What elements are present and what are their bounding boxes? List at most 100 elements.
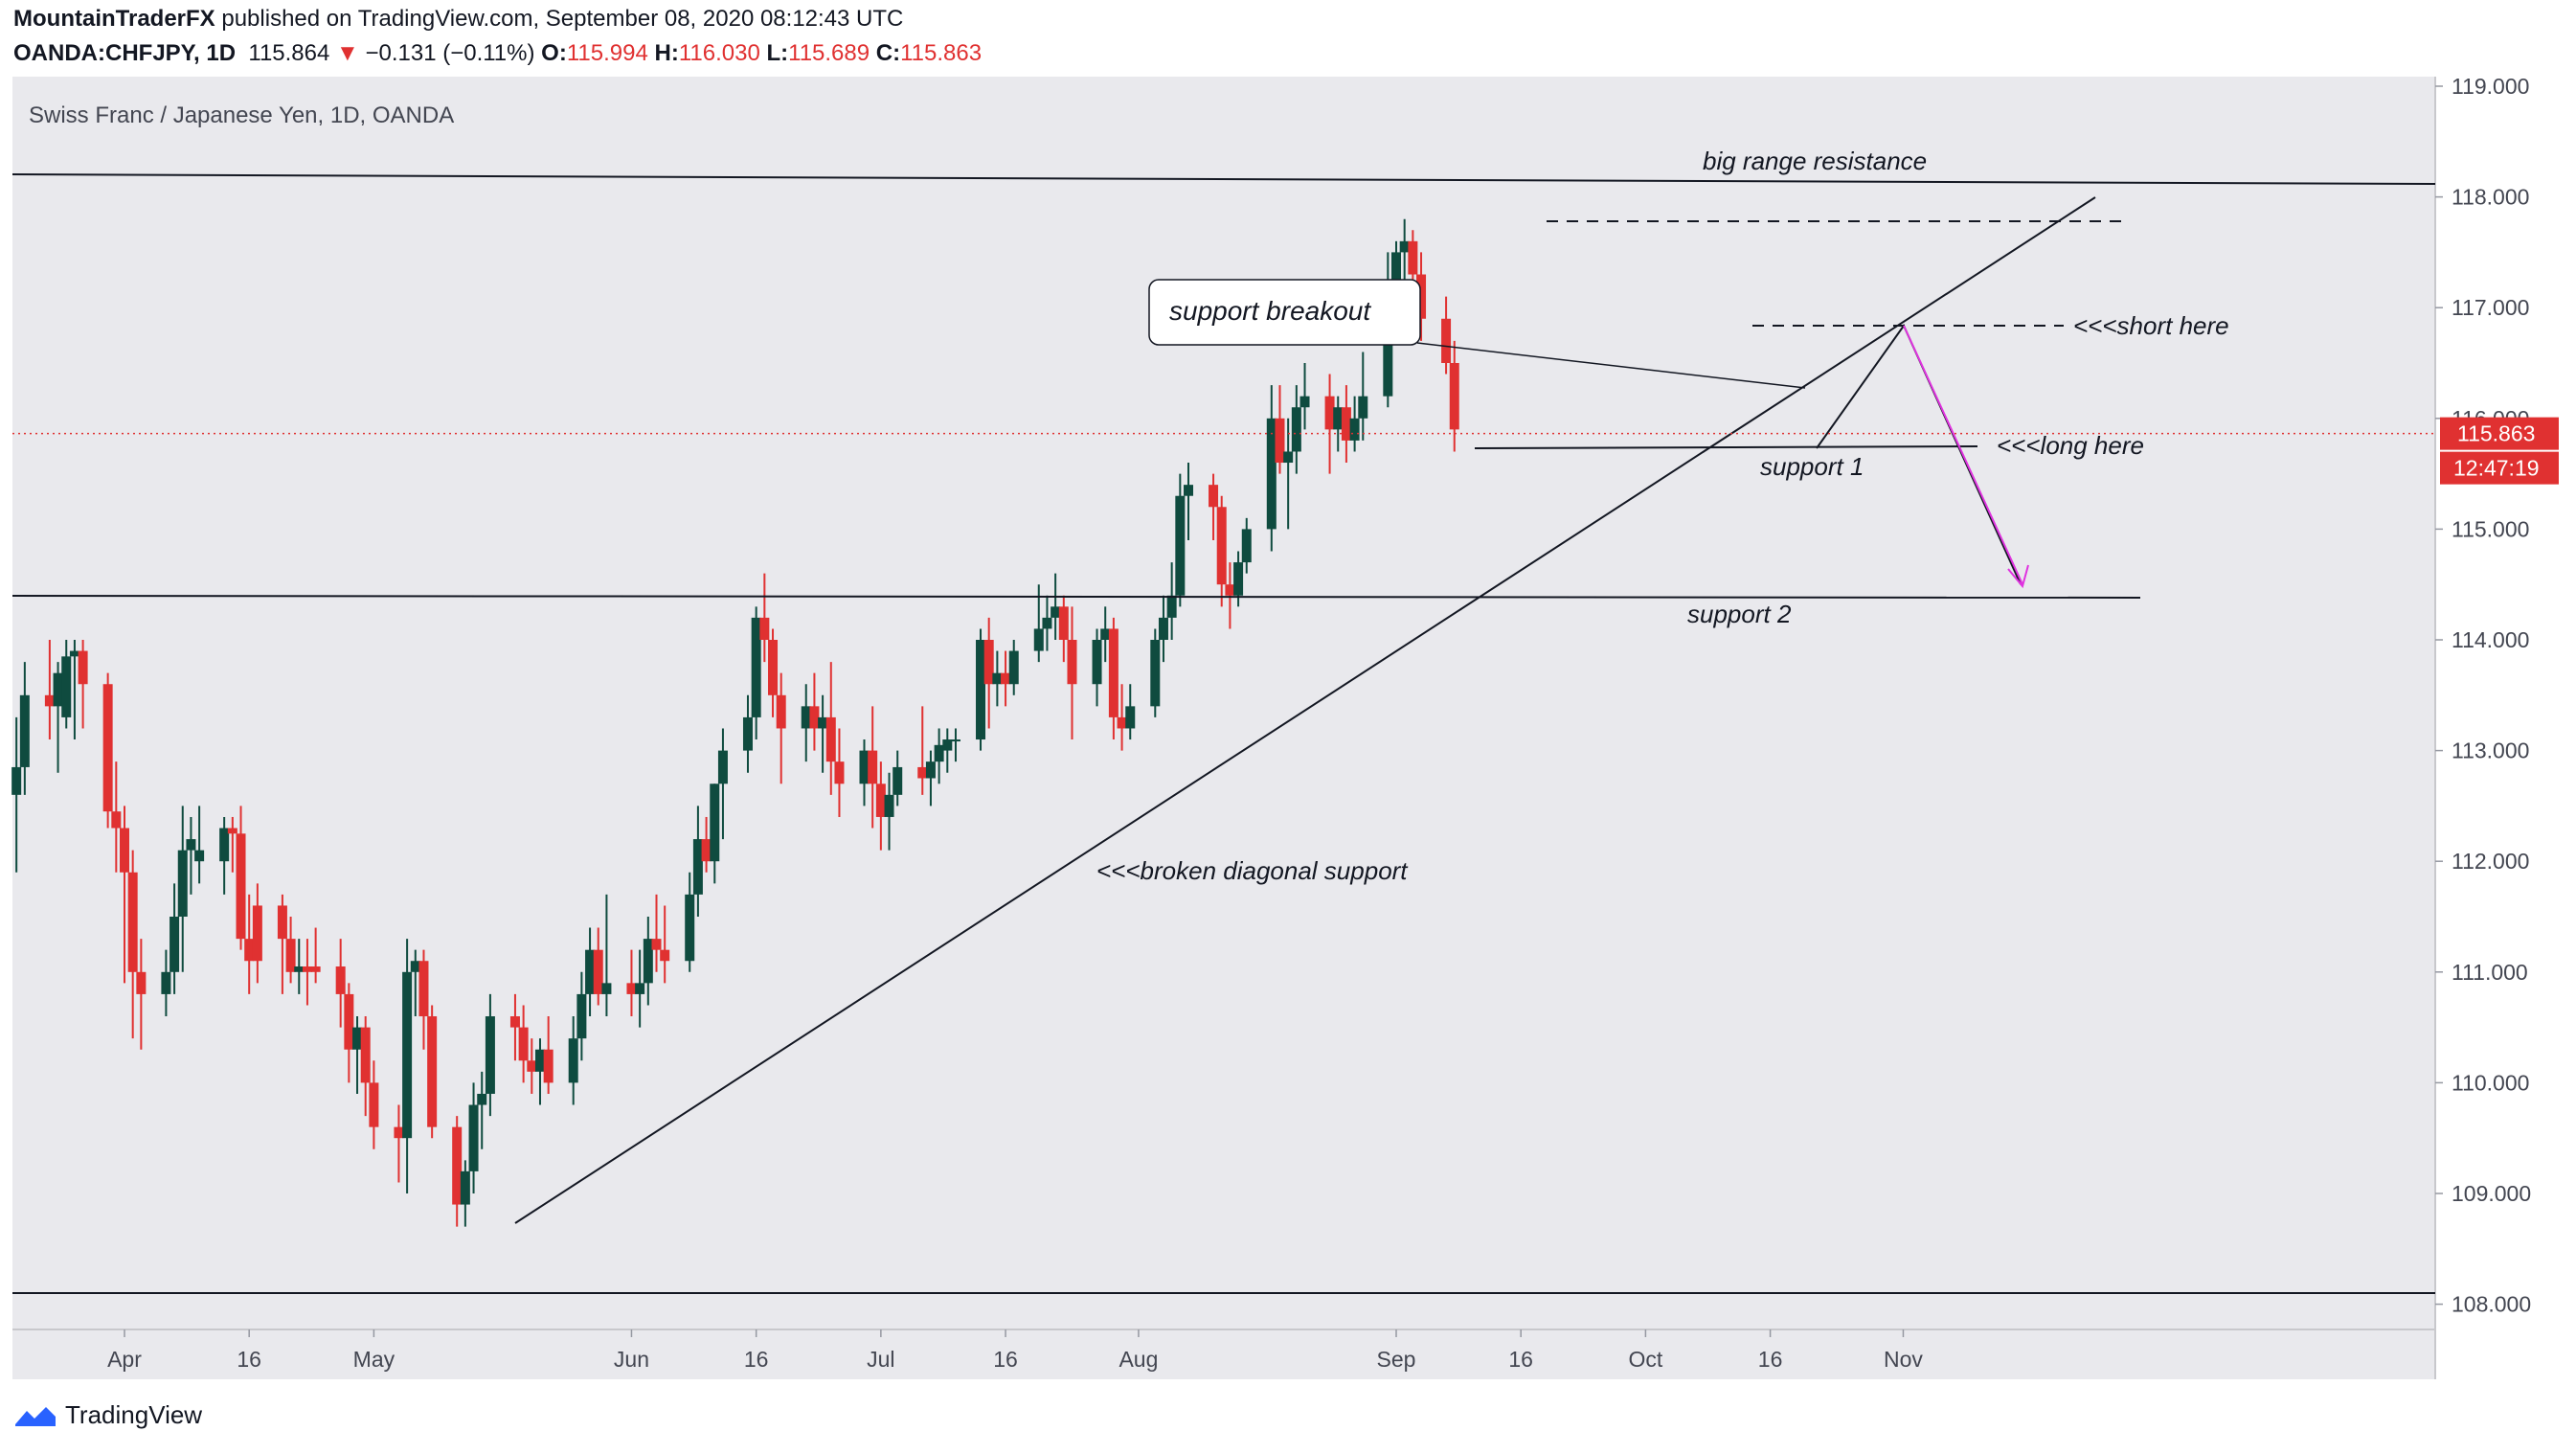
candle-2020-04-09[interactable] bbox=[186, 816, 196, 895]
candle-2020-06-17[interactable] bbox=[759, 573, 770, 663]
candle-2020-07-08[interactable] bbox=[934, 728, 944, 784]
candle-2020-05-27[interactable] bbox=[585, 927, 596, 1017]
candle-2020-04-08[interactable] bbox=[177, 806, 188, 972]
candle-2020-07-31[interactable] bbox=[1125, 684, 1136, 740]
candle-2020-07-21[interactable] bbox=[1042, 595, 1052, 651]
candle-2020-09-04[interactable] bbox=[1416, 252, 1427, 341]
candle-2020-07-27[interactable] bbox=[1092, 628, 1102, 707]
candle-2020-05-25[interactable] bbox=[568, 1016, 578, 1105]
candle-2020-07-10[interactable] bbox=[950, 728, 960, 762]
candle-2020-06-30[interactable] bbox=[868, 706, 878, 829]
candle-2020-05-13[interactable] bbox=[468, 1082, 479, 1193]
candle-2020-04-22[interactable] bbox=[294, 939, 305, 994]
candle-2020-04-07[interactable] bbox=[169, 883, 180, 994]
candle-2020-04-30[interactable] bbox=[360, 1016, 371, 1117]
candle-2020-08-28[interactable] bbox=[1358, 352, 1368, 441]
footer-brand[interactable]: TradingView bbox=[13, 1400, 202, 1430]
candle-2020-04-29[interactable] bbox=[352, 1016, 363, 1094]
candle-2020-04-28[interactable] bbox=[344, 983, 354, 1083]
candle-2020-06-19[interactable] bbox=[776, 672, 786, 784]
candle-2020-04-16[interactable] bbox=[244, 894, 255, 994]
candle-2020-07-02[interactable] bbox=[884, 772, 894, 851]
candle-2020-03-26[interactable] bbox=[69, 640, 79, 740]
candle-2020-09-07[interactable] bbox=[1441, 296, 1452, 375]
candle-2020-07-30[interactable] bbox=[1117, 684, 1127, 751]
candle-2020-08-17[interactable] bbox=[1266, 385, 1277, 552]
candle-2020-03-19[interactable] bbox=[11, 716, 22, 873]
candle-2020-03-24[interactable] bbox=[53, 662, 63, 773]
candle-2020-06-29[interactable] bbox=[859, 739, 870, 807]
candle-2020-08-12[interactable] bbox=[1225, 562, 1235, 629]
candle-2020-05-14[interactable] bbox=[477, 1071, 487, 1149]
candle-2020-05-06[interactable] bbox=[410, 949, 420, 1017]
candle-2020-04-27[interactable] bbox=[335, 939, 346, 1028]
candle-2020-05-21[interactable] bbox=[534, 1038, 545, 1105]
candle-2020-05-01[interactable] bbox=[369, 1060, 379, 1149]
candle-2020-06-25[interactable] bbox=[825, 662, 836, 795]
candle-2020-04-02[interactable] bbox=[127, 850, 138, 1039]
candle-2020-07-03[interactable] bbox=[893, 750, 903, 807]
candle-2020-08-18[interactable] bbox=[1275, 385, 1285, 474]
candle-2020-04-13[interactable] bbox=[219, 816, 230, 895]
candle-2020-06-01[interactable] bbox=[626, 949, 637, 1017]
candle-2020-07-29[interactable] bbox=[1108, 617, 1119, 740]
candle-2020-08-04[interactable] bbox=[1158, 595, 1168, 663]
candle-2020-04-15[interactable] bbox=[236, 806, 246, 950]
candle-2020-05-26[interactable] bbox=[576, 971, 587, 1061]
candle-2020-05-07[interactable] bbox=[418, 949, 429, 1050]
candle-2020-06-15[interactable] bbox=[742, 694, 753, 773]
candle-2020-03-25[interactable] bbox=[61, 640, 72, 729]
candle-2020-06-26[interactable] bbox=[834, 728, 845, 817]
candle-2020-06-12[interactable] bbox=[717, 728, 728, 840]
candle-2020-08-20[interactable] bbox=[1291, 385, 1301, 474]
candle-2020-05-12[interactable] bbox=[460, 1160, 470, 1227]
candle-2020-06-23[interactable] bbox=[809, 672, 820, 751]
candle-2020-06-03[interactable] bbox=[643, 917, 653, 1006]
candle-2020-03-31[interactable] bbox=[111, 761, 122, 873]
candle-2020-08-03[interactable] bbox=[1150, 628, 1161, 717]
candle-2020-05-22[interactable] bbox=[543, 1016, 554, 1094]
candle-2020-03-20[interactable] bbox=[19, 662, 30, 795]
candle-2020-04-01[interactable] bbox=[120, 806, 129, 984]
candle-2020-08-19[interactable] bbox=[1283, 418, 1294, 530]
candle-2020-08-24[interactable] bbox=[1324, 374, 1335, 474]
callout-box[interactable] bbox=[1148, 279, 1421, 346]
candle-2020-06-16[interactable] bbox=[751, 606, 761, 740]
candle-2020-06-09[interactable] bbox=[692, 806, 703, 917]
candle-2020-07-01[interactable] bbox=[875, 761, 886, 851]
candle-2020-07-06[interactable] bbox=[917, 706, 928, 795]
candle-2020-04-14[interactable] bbox=[227, 816, 237, 873]
candle-2020-08-21[interactable] bbox=[1299, 363, 1310, 430]
candle-2020-09-02[interactable] bbox=[1399, 218, 1410, 286]
candle-2020-06-22[interactable] bbox=[801, 684, 811, 762]
candle-2020-08-25[interactable] bbox=[1333, 396, 1344, 452]
candle-2020-06-04[interactable] bbox=[651, 894, 662, 972]
candle-2020-08-05[interactable] bbox=[1166, 562, 1177, 640]
candle-2020-08-14[interactable] bbox=[1241, 517, 1252, 574]
candle-2020-05-11[interactable] bbox=[452, 1116, 463, 1227]
candle-2020-04-10[interactable] bbox=[194, 806, 205, 884]
candle-2020-04-24[interactable] bbox=[310, 927, 321, 984]
candle-2020-09-08[interactable] bbox=[1449, 340, 1459, 452]
candle-2020-07-09[interactable] bbox=[942, 728, 953, 773]
candle-2020-05-19[interactable] bbox=[518, 1005, 529, 1083]
candle-2020-03-30[interactable] bbox=[102, 672, 113, 829]
candle-2020-07-24[interactable] bbox=[1067, 606, 1077, 740]
candle-2020-04-21[interactable] bbox=[285, 917, 296, 984]
candle-2020-03-27[interactable] bbox=[78, 640, 88, 729]
candle-2020-06-05[interactable] bbox=[660, 905, 670, 984]
candle-2020-07-13[interactable] bbox=[976, 628, 986, 751]
candle-2020-08-27[interactable] bbox=[1349, 396, 1360, 452]
candle-2020-07-15[interactable] bbox=[992, 650, 1003, 707]
candle-2020-08-26[interactable] bbox=[1341, 385, 1351, 464]
candle-2020-04-23[interactable] bbox=[302, 939, 312, 1006]
diagonal-support-line[interactable] bbox=[514, 196, 2096, 1224]
candle-2020-07-28[interactable] bbox=[1100, 606, 1111, 663]
candle-2020-08-07[interactable] bbox=[1184, 463, 1194, 540]
resistance-line[interactable] bbox=[11, 173, 2436, 185]
candle-2020-05-15[interactable] bbox=[485, 993, 495, 1117]
candle-2020-04-06[interactable] bbox=[161, 949, 171, 1017]
candle-2020-05-04[interactable] bbox=[394, 1104, 404, 1183]
candle-2020-07-23[interactable] bbox=[1058, 595, 1069, 663]
